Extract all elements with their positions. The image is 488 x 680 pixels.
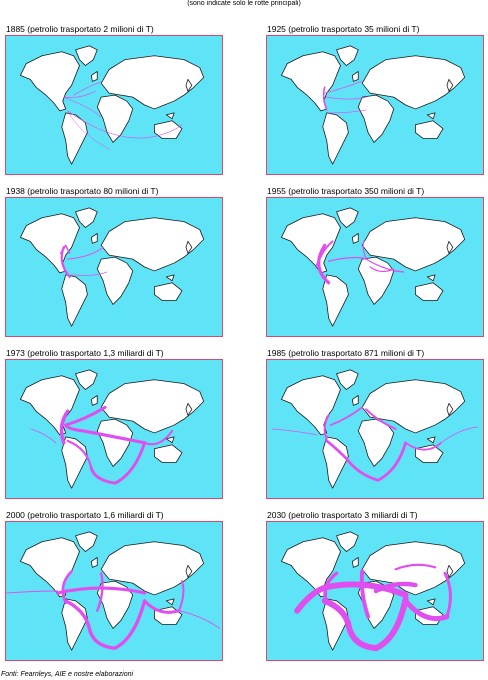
oil-route xyxy=(178,610,220,629)
world-map-2030 xyxy=(266,521,484,661)
oil-route xyxy=(59,244,71,254)
oil-route xyxy=(324,80,362,94)
oil-route xyxy=(66,439,93,470)
oil-route xyxy=(64,423,147,445)
oil-route xyxy=(329,406,364,426)
panel-caption: 1938 (petrolio trasportato 80 milioni di… xyxy=(6,186,159,196)
oil-route xyxy=(315,240,334,267)
panel-caption: 1925 (petrolio trasportato 35 milioni di… xyxy=(267,24,420,34)
map-panel-1885: 1885 (petrolio trasportato 2 milioni di … xyxy=(5,24,223,175)
oil-route xyxy=(64,405,107,427)
world-map-1938 xyxy=(5,197,223,337)
world-map-2000 xyxy=(5,521,223,661)
oil-route xyxy=(71,271,108,276)
oil-route xyxy=(323,571,339,605)
oil-route xyxy=(326,96,367,100)
panel-caption: 1885 (petrolio trasportato 2 milioni di … xyxy=(6,24,154,34)
oil-route xyxy=(143,429,174,446)
map-panel-1925: 1925 (petrolio trasportato 35 milioni di… xyxy=(266,24,484,175)
world-map-1973 xyxy=(5,359,223,499)
oil-route xyxy=(404,441,442,451)
oil-route xyxy=(73,81,101,96)
oil-route xyxy=(63,96,101,118)
world-map-1955 xyxy=(266,197,484,337)
oil-route xyxy=(63,90,96,98)
oil-route xyxy=(96,572,104,612)
oil-route xyxy=(325,439,407,482)
oil-route xyxy=(143,599,181,614)
oil-route xyxy=(359,569,371,619)
map-panel-1955: 1955 (petrolio trasportato 350 milioni d… xyxy=(266,186,484,337)
oil-route xyxy=(178,580,185,612)
oil-route xyxy=(362,240,367,260)
oil-route xyxy=(365,408,397,430)
oil-route xyxy=(369,266,395,273)
oil-route xyxy=(61,570,73,605)
oil-route xyxy=(321,595,409,652)
oil-route xyxy=(59,409,70,445)
oil-route xyxy=(403,598,450,622)
oil-route xyxy=(6,590,59,594)
map-panel-1938: 1938 (petrolio trasportato 80 milioni di… xyxy=(5,186,223,337)
map-note: (sono indicate solo le rotte principali) xyxy=(187,0,301,7)
panel-caption: 2000 (petrolio trasportato 1,6 miliardi … xyxy=(6,510,164,520)
world-map-1985 xyxy=(266,359,484,499)
map-panel-2000: 2000 (petrolio trasportato 1,6 miliardi … xyxy=(5,510,223,661)
oil-route xyxy=(272,428,318,436)
oil-route xyxy=(67,110,183,139)
oil-route xyxy=(67,110,111,150)
oil-route xyxy=(394,563,437,571)
oil-route xyxy=(30,428,57,444)
oil-route xyxy=(64,599,147,650)
oil-route xyxy=(328,109,367,114)
oil-route xyxy=(56,586,147,595)
oil-route xyxy=(443,571,452,619)
oil-route xyxy=(67,246,104,260)
world-map-1925 xyxy=(266,35,484,175)
oil-route xyxy=(323,414,330,440)
panel-caption: 1955 (petrolio trasportato 350 milioni d… xyxy=(267,186,425,196)
oil-route xyxy=(322,86,328,111)
source-note: Fonti: Fearnleys, AIE e nostre elaborazi… xyxy=(1,671,134,678)
map-panel-2030: 2030 (petrolio trasportato 3 miliardi di… xyxy=(266,510,484,661)
oil-route xyxy=(440,426,478,444)
panel-caption: 1973 (petrolio trasportato 1,3 miliardi … xyxy=(6,348,164,358)
world-map-1885 xyxy=(5,35,223,175)
oil-route xyxy=(89,441,147,485)
oil-route xyxy=(373,581,418,594)
map-panel-1973: 1973 (petrolio trasportato 1,3 miliardi … xyxy=(5,348,223,499)
map-panel-1985: 1985 (petrolio trasportato 871 milioni d… xyxy=(266,348,484,499)
oil-route xyxy=(317,243,331,285)
panel-caption: 2030 (petrolio trasportato 3 miliardi di… xyxy=(267,510,418,520)
panel-caption: 1985 (petrolio trasportato 871 milioni d… xyxy=(267,348,425,358)
